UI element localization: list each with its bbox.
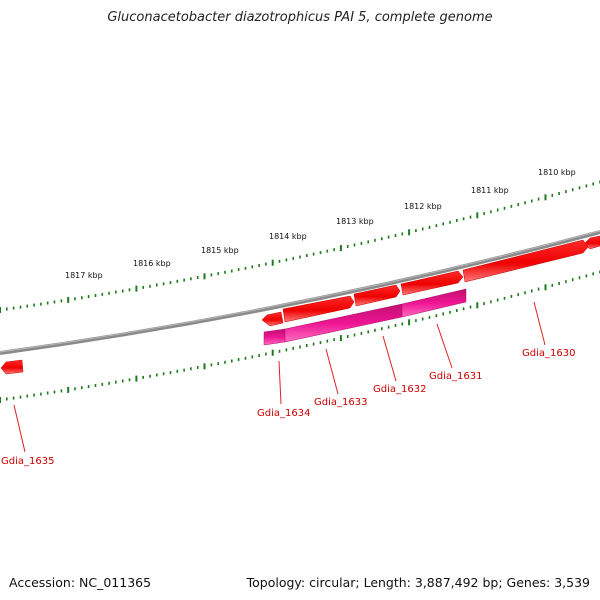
gene-leader-lines (13, 301, 546, 453)
map-title: Gluconacetobacter diazotrophicus PAI 5, … (107, 10, 493, 25)
gene-bar[interactable] (263, 328, 286, 346)
scale-label: 1811 kbp (471, 186, 509, 195)
gene-arrow[interactable] (282, 295, 355, 323)
gene-label: Gdia_1634 (257, 408, 310, 419)
scale-label: 1817 kbp (65, 271, 103, 280)
scale-label: 1814 kbp (269, 232, 307, 241)
genome-summary-text: Topology: circular; Length: 3,887,492 bp… (246, 575, 590, 590)
genome-backbone (0, 230, 600, 355)
accession-text: Accession: NC_011365 (9, 575, 152, 590)
forward-strand-genes (0, 235, 600, 375)
scale-label: 1812 kbp (404, 202, 442, 211)
gene-label: Gdia_1635 (1, 456, 54, 467)
scale-ticks-upper (0, 180, 600, 313)
gene-label: Gdia_1633 (314, 397, 367, 408)
genome-backbone-highlight (0, 230, 600, 353)
gene-bar[interactable] (401, 288, 467, 318)
scale-label: 1810 kbp (538, 168, 576, 177)
gene-label: Gdia_1630 (522, 348, 575, 359)
scale-label: 1816 kbp (133, 259, 171, 268)
gene-arrow[interactable] (400, 270, 464, 296)
scale-label: 1815 kbp (201, 246, 239, 255)
gene-label: Gdia_1631 (429, 371, 482, 382)
gene-label: Gdia_1632 (373, 384, 426, 395)
gene-arrow[interactable] (353, 284, 401, 307)
scale-ticks-lower (0, 270, 600, 403)
gene-arrow[interactable] (0, 359, 24, 375)
reverse-strand-genes (263, 288, 467, 346)
gene-arrow[interactable] (462, 239, 589, 283)
scale-label: 1813 kbp (336, 217, 374, 226)
gene-arrow[interactable] (261, 311, 284, 327)
